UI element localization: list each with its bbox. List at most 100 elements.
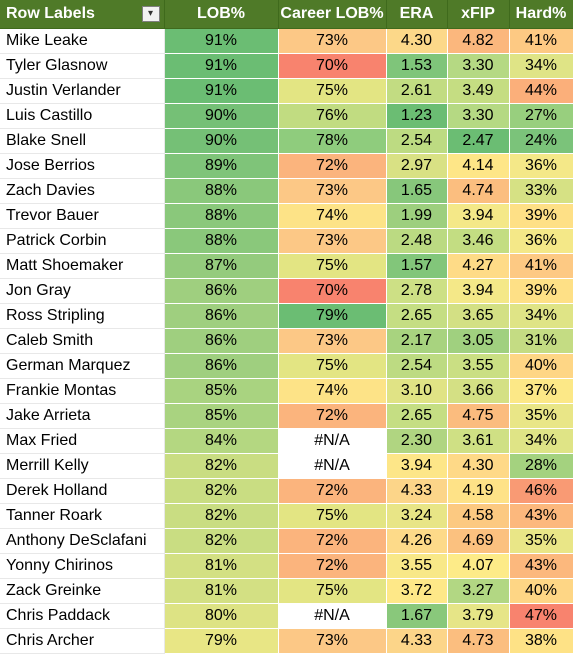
xfip-cell[interactable]: 3.94: [447, 203, 510, 229]
career-lob-cell[interactable]: 72%: [278, 553, 387, 579]
era-cell[interactable]: 2.17: [386, 328, 448, 354]
era-cell[interactable]: 2.30: [386, 428, 448, 454]
player-name-cell[interactable]: Ross Stripling: [0, 303, 165, 329]
xfip-cell[interactable]: 3.49: [447, 78, 510, 104]
lob-cell[interactable]: 86%: [164, 278, 279, 304]
career-lob-cell[interactable]: 75%: [278, 353, 387, 379]
xfip-cell[interactable]: 3.05: [447, 328, 510, 354]
lob-cell[interactable]: 91%: [164, 78, 279, 104]
era-cell[interactable]: 2.65: [386, 303, 448, 329]
era-cell[interactable]: 2.61: [386, 78, 448, 104]
xfip-cell[interactable]: 4.82: [447, 28, 510, 54]
lob-cell[interactable]: 88%: [164, 228, 279, 254]
career-lob-cell[interactable]: 73%: [278, 178, 387, 204]
hard-cell[interactable]: 39%: [509, 278, 573, 304]
hard-cell[interactable]: 41%: [509, 28, 573, 54]
career-lob-cell[interactable]: 70%: [278, 53, 387, 79]
xfip-cell[interactable]: 4.58: [447, 503, 510, 529]
lob-cell[interactable]: 82%: [164, 528, 279, 554]
career-lob-cell[interactable]: 75%: [278, 578, 387, 604]
era-cell[interactable]: 1.23: [386, 103, 448, 129]
player-name-cell[interactable]: Luis Castillo: [0, 103, 165, 129]
player-name-cell[interactable]: Justin Verlander: [0, 78, 165, 104]
filter-dropdown-icon[interactable]: ▾: [141, 6, 160, 22]
player-name-cell[interactable]: Zack Greinke: [0, 578, 165, 604]
xfip-cell[interactable]: 3.61: [447, 428, 510, 454]
lob-cell[interactable]: 87%: [164, 253, 279, 279]
lob-cell[interactable]: 81%: [164, 578, 279, 604]
player-name-cell[interactable]: Tanner Roark: [0, 503, 165, 529]
era-cell[interactable]: 1.53: [386, 53, 448, 79]
player-name-cell[interactable]: Caleb Smith: [0, 328, 165, 354]
career-lob-cell[interactable]: 78%: [278, 128, 387, 154]
era-cell[interactable]: 3.72: [386, 578, 448, 604]
player-name-cell[interactable]: Patrick Corbin: [0, 228, 165, 254]
hard-header[interactable]: Hard%: [509, 0, 573, 29]
player-name-cell[interactable]: Max Fried: [0, 428, 165, 454]
lob-cell[interactable]: 82%: [164, 503, 279, 529]
lob-cell[interactable]: 84%: [164, 428, 279, 454]
player-name-cell[interactable]: Derek Holland: [0, 478, 165, 504]
era-cell[interactable]: 4.33: [386, 478, 448, 504]
hard-cell[interactable]: 34%: [509, 428, 573, 454]
player-name-cell[interactable]: Zach Davies: [0, 178, 165, 204]
career-lob-header[interactable]: Career LOB%: [278, 0, 387, 29]
hard-cell[interactable]: 34%: [509, 303, 573, 329]
xfip-cell[interactable]: 3.65: [447, 303, 510, 329]
career-lob-cell[interactable]: 73%: [278, 628, 387, 654]
era-cell[interactable]: 2.54: [386, 128, 448, 154]
career-lob-cell[interactable]: 73%: [278, 328, 387, 354]
xfip-cell[interactable]: 4.69: [447, 528, 510, 554]
lob-cell[interactable]: 81%: [164, 553, 279, 579]
player-name-cell[interactable]: Mike Leake: [0, 28, 165, 54]
xfip-cell[interactable]: 3.46: [447, 228, 510, 254]
era-cell[interactable]: 1.57: [386, 253, 448, 279]
player-name-cell[interactable]: Jose Berrios: [0, 153, 165, 179]
career-lob-cell[interactable]: 72%: [278, 478, 387, 504]
hard-cell[interactable]: 40%: [509, 353, 573, 379]
lob-cell[interactable]: 89%: [164, 153, 279, 179]
hard-cell[interactable]: 27%: [509, 103, 573, 129]
hard-cell[interactable]: 31%: [509, 328, 573, 354]
hard-cell[interactable]: 36%: [509, 228, 573, 254]
xfip-cell[interactable]: 3.66: [447, 378, 510, 404]
xfip-cell[interactable]: 4.07: [447, 553, 510, 579]
era-cell[interactable]: 2.97: [386, 153, 448, 179]
lob-cell[interactable]: 85%: [164, 403, 279, 429]
xfip-header[interactable]: xFIP: [447, 0, 510, 29]
xfip-cell[interactable]: 4.19: [447, 478, 510, 504]
lob-cell[interactable]: 86%: [164, 303, 279, 329]
lob-cell[interactable]: 79%: [164, 628, 279, 654]
hard-cell[interactable]: 35%: [509, 528, 573, 554]
era-cell[interactable]: 4.33: [386, 628, 448, 654]
player-name-cell[interactable]: German Marquez: [0, 353, 165, 379]
hard-cell[interactable]: 43%: [509, 553, 573, 579]
row-labels-header[interactable]: Row Labels ▾: [0, 0, 165, 29]
era-cell[interactable]: 2.78: [386, 278, 448, 304]
career-lob-cell[interactable]: 75%: [278, 503, 387, 529]
era-cell[interactable]: 3.10: [386, 378, 448, 404]
lob-cell[interactable]: 88%: [164, 178, 279, 204]
hard-cell[interactable]: 34%: [509, 53, 573, 79]
career-lob-cell[interactable]: 79%: [278, 303, 387, 329]
lob-cell[interactable]: 90%: [164, 128, 279, 154]
xfip-cell[interactable]: 4.30: [447, 453, 510, 479]
era-cell[interactable]: 3.55: [386, 553, 448, 579]
player-name-cell[interactable]: Chris Archer: [0, 628, 165, 654]
xfip-cell[interactable]: 3.30: [447, 53, 510, 79]
xfip-cell[interactable]: 2.47: [447, 128, 510, 154]
lob-header[interactable]: LOB%: [164, 0, 279, 29]
hard-cell[interactable]: 35%: [509, 403, 573, 429]
career-lob-cell[interactable]: 74%: [278, 203, 387, 229]
player-name-cell[interactable]: Jon Gray: [0, 278, 165, 304]
lob-cell[interactable]: 91%: [164, 28, 279, 54]
hard-cell[interactable]: 44%: [509, 78, 573, 104]
era-cell[interactable]: 2.65: [386, 403, 448, 429]
career-lob-cell[interactable]: 76%: [278, 103, 387, 129]
era-cell[interactable]: 2.48: [386, 228, 448, 254]
career-lob-cell[interactable]: 70%: [278, 278, 387, 304]
lob-cell[interactable]: 90%: [164, 103, 279, 129]
hard-cell[interactable]: 39%: [509, 203, 573, 229]
hard-cell[interactable]: 24%: [509, 128, 573, 154]
lob-cell[interactable]: 82%: [164, 478, 279, 504]
